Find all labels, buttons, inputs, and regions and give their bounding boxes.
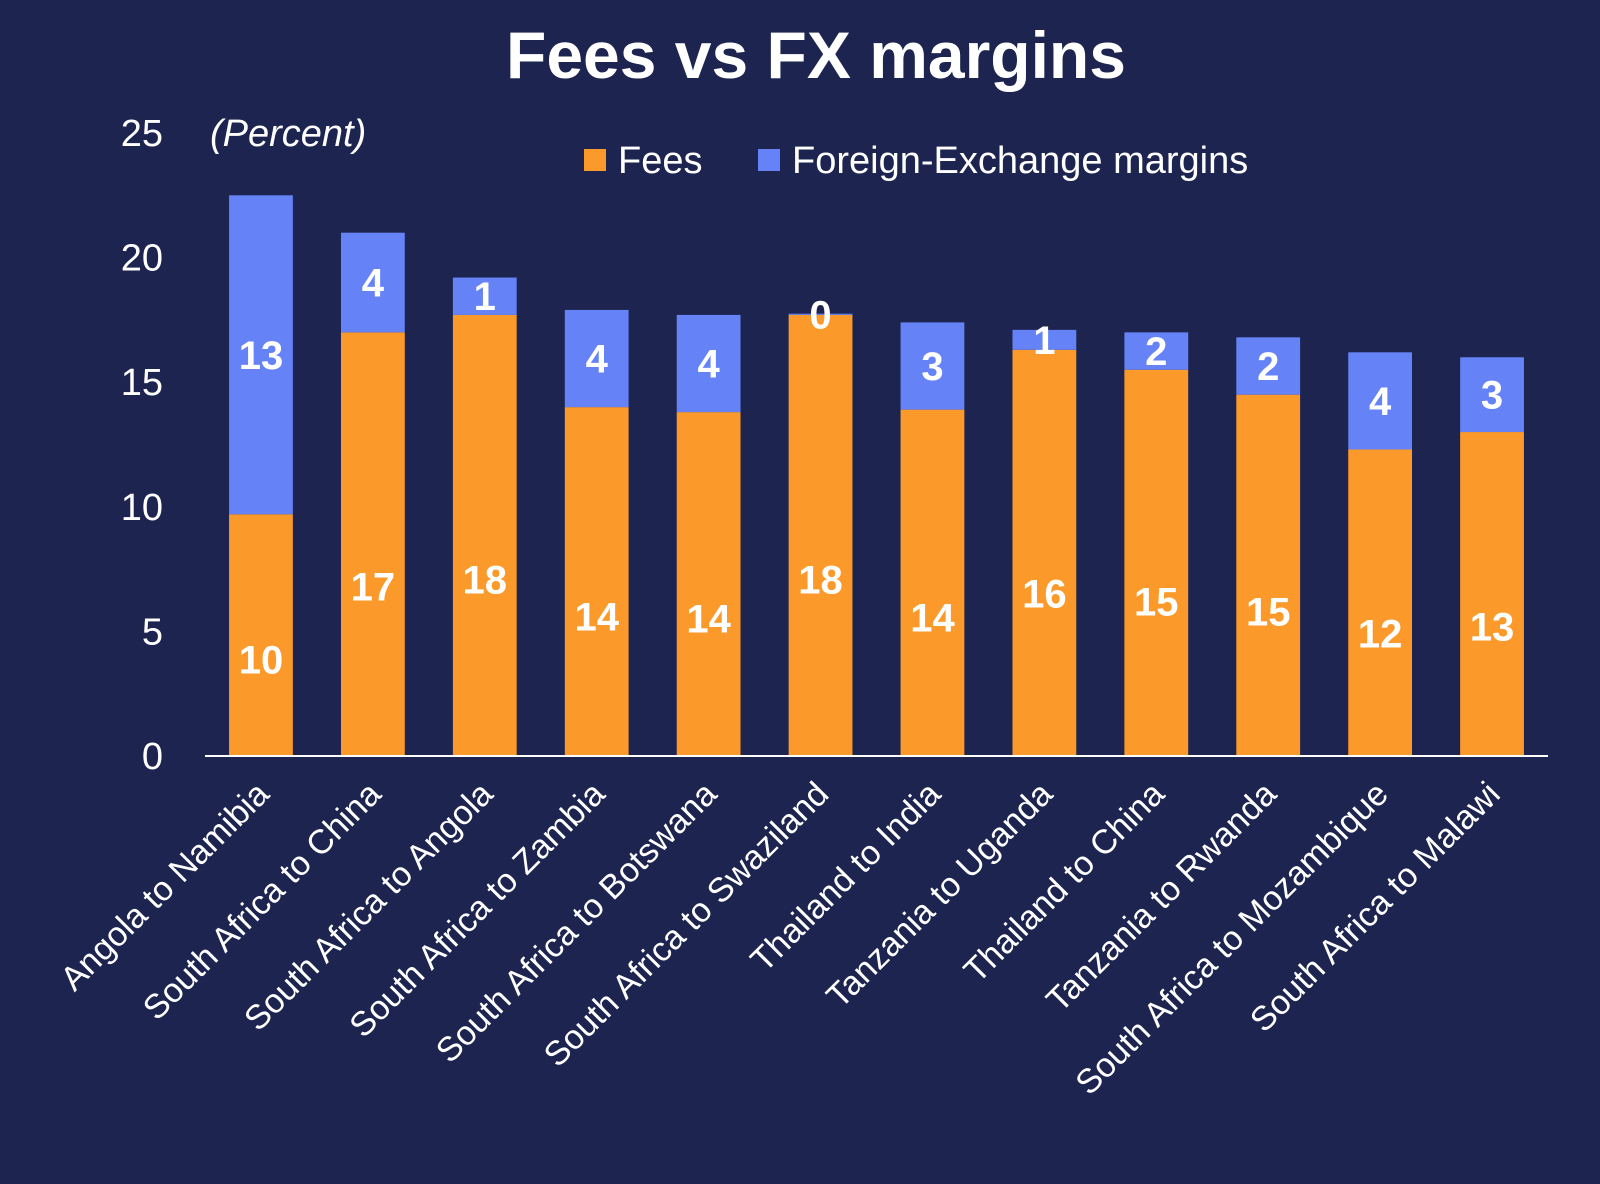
bar-fx-margins xyxy=(1124,332,1189,370)
legend-label-fx-margins: Foreign-Exchange margins xyxy=(792,140,1248,182)
data-label-fx-margins: 4 xyxy=(586,338,609,382)
bar-fx-margins xyxy=(1460,357,1524,433)
data-label-fees: 18 xyxy=(798,559,843,603)
bar-fx-margins xyxy=(676,314,741,413)
y-tick-label: 5 xyxy=(142,611,163,653)
data-label-fx-margins: 4 xyxy=(1369,380,1392,424)
bar-fees xyxy=(1460,432,1524,756)
x-category-label: Angola to Namibia xyxy=(53,775,276,998)
data-label-fees: 10 xyxy=(239,638,284,682)
bar-fx-margins xyxy=(229,195,293,515)
bar-fees xyxy=(900,409,965,756)
bar-fx-margins xyxy=(564,309,629,408)
data-label-fx-margins: 4 xyxy=(698,343,721,387)
y-tick-label: 20 xyxy=(121,238,163,280)
bar-fees xyxy=(676,412,741,756)
data-label-fees: 18 xyxy=(463,559,508,603)
data-label-fx-margins: 1 xyxy=(474,275,496,319)
data-label-fees: 15 xyxy=(1246,590,1291,634)
x-category-label: Thailand to China xyxy=(957,775,1172,990)
data-label-fees: 15 xyxy=(1134,580,1179,624)
legend: Fees Foreign-Exchange margins xyxy=(584,140,1248,182)
bar-fees xyxy=(229,514,293,756)
y-tick-label: 25 xyxy=(121,113,163,155)
y-tick-label: 0 xyxy=(142,736,163,778)
data-label-fx-margins: 1 xyxy=(1033,319,1055,363)
data-label-fees: 14 xyxy=(574,595,619,639)
data-label-fx-margins: 3 xyxy=(1481,374,1503,418)
bar-fx-margins xyxy=(1348,352,1413,450)
legend-swatch-fx-margins xyxy=(758,149,780,171)
bar-fees xyxy=(452,314,517,756)
data-label-fees: 12 xyxy=(1358,612,1403,656)
y-tick-label: 15 xyxy=(121,362,163,404)
data-label-fx-margins: 2 xyxy=(1145,330,1167,374)
bar-fx-margins xyxy=(452,277,517,315)
x-category-label: Thailand to India xyxy=(743,775,948,980)
bar-fees xyxy=(1124,369,1189,756)
chart-title: Fees vs FX margins xyxy=(506,18,1126,92)
data-label-fx-margins: 3 xyxy=(921,345,943,389)
data-label-fx-margins: 0 xyxy=(809,293,831,337)
data-label-fees: 16 xyxy=(1022,573,1067,617)
y-axis: 0 5 10 15 20 25 xyxy=(121,113,163,778)
y-tick-label: 10 xyxy=(121,487,163,529)
bar-fx-margins xyxy=(340,232,405,333)
bar-fees xyxy=(340,332,405,756)
data-label-fx-margins: 4 xyxy=(362,262,385,306)
data-label-fees: 14 xyxy=(910,596,955,640)
data-label-fx-margins: 2 xyxy=(1257,345,1279,389)
data-label-fx-margins: 13 xyxy=(239,334,284,378)
bar-fx-margins xyxy=(1236,337,1301,395)
unit-label: (Percent) xyxy=(210,113,366,155)
legend-swatch-fees xyxy=(584,149,606,171)
bar-fees xyxy=(788,314,853,756)
legend-label-fees: Fees xyxy=(618,140,702,182)
bar-fees xyxy=(1012,349,1077,756)
data-label-fees: 17 xyxy=(351,566,396,610)
bar-fees xyxy=(1348,449,1413,756)
data-label-fees: 13 xyxy=(1470,605,1515,649)
data-label-fees: 14 xyxy=(686,597,731,641)
bar-fees xyxy=(564,407,629,756)
bar-fees xyxy=(1236,394,1301,756)
bar-fx-margins xyxy=(900,322,965,410)
bar-fx-margins xyxy=(788,313,853,315)
bar-fx-margins xyxy=(1012,329,1077,350)
plot-area: 10 13 17 4 18 1 14 4 14 4 18 0 14 3 16 1 15 2 15 2 12 4 13 3 xyxy=(229,195,1524,756)
